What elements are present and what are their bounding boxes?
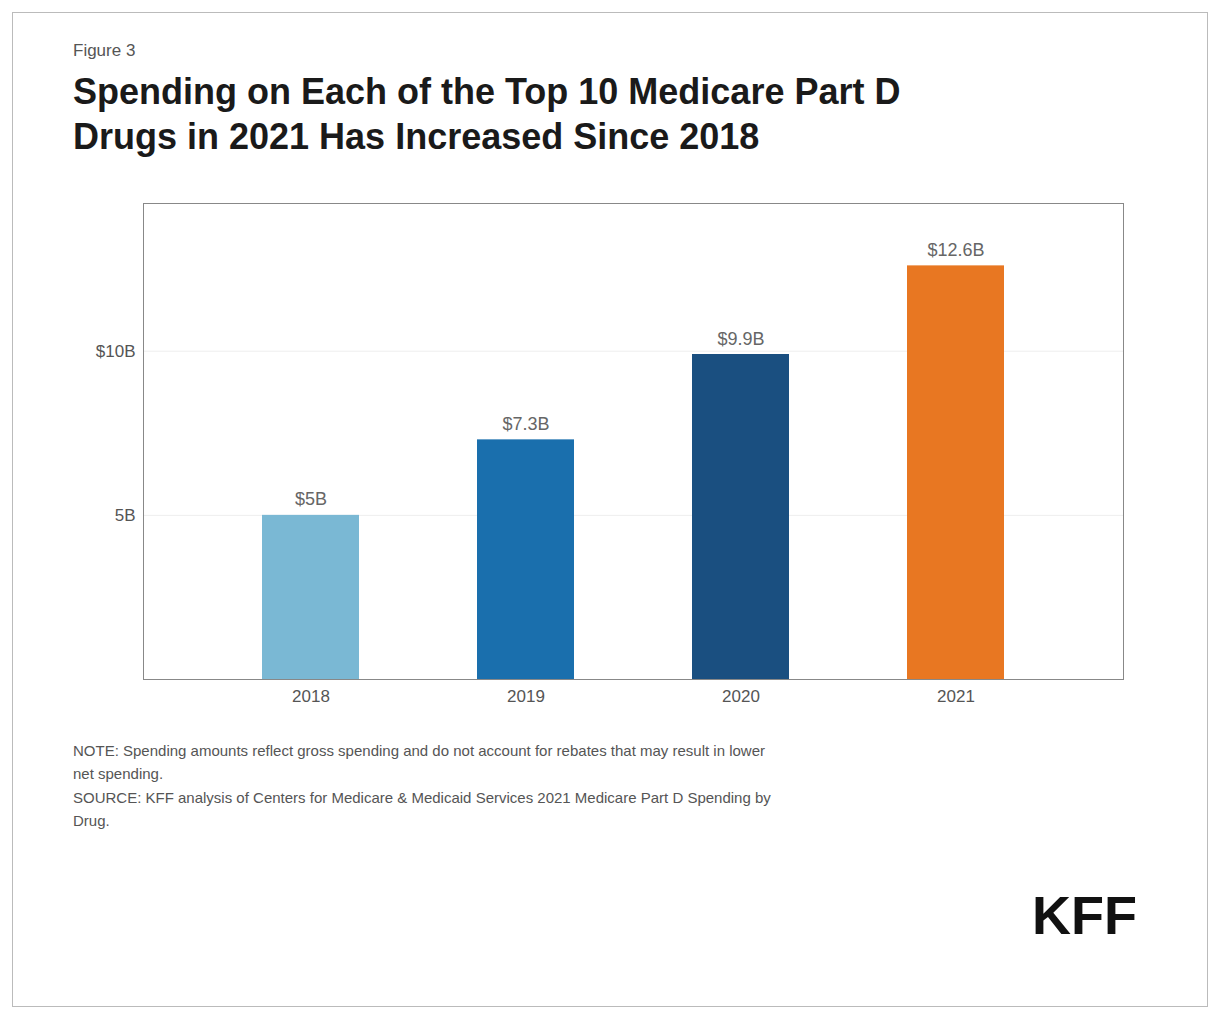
html-text:Figure 3: Figure 3 [73,41,136,60]
svg-text:$10B: $10B [96,342,136,361]
svg-text:2018: 2018 [292,687,330,706]
svg-text:$5B: $5B [295,489,327,509]
svg-text:2021: 2021 [937,687,975,706]
svg-text:$7.3B: $7.3B [502,414,549,434]
svg-text:$9.9B: $9.9B [717,329,764,349]
svg-text:2020: 2020 [722,687,760,706]
html-text:Spending on Each of the Top 10: Spending on Each of the Top 10 Medicare … [73,71,901,157]
svg-text:$12.6B: $12.6B [927,240,984,260]
html-text:NOTE: Spending amounts reflect: NOTE: Spending amounts reflect gross spe… [73,742,771,829]
svg-text:2019: 2019 [507,687,545,706]
svg-text:5B: 5B [115,506,136,525]
html-text:KFF: KFF [1032,885,1137,945]
